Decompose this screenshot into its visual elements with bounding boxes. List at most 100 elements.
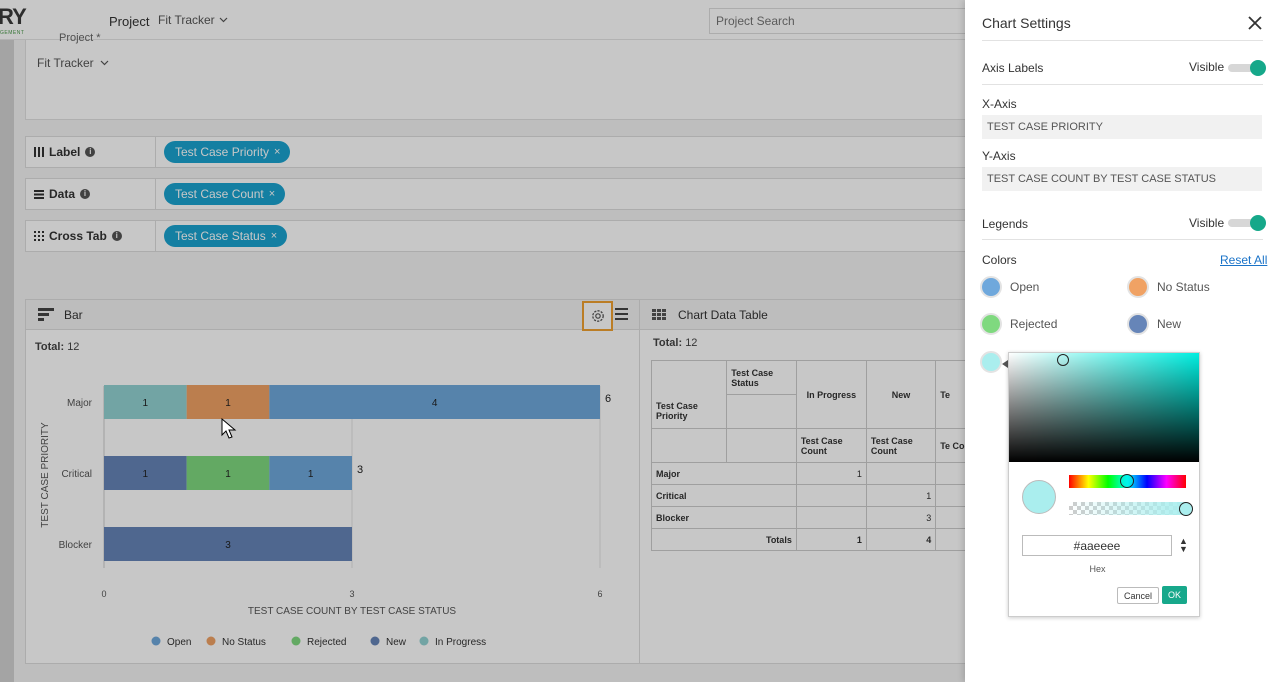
color-option-open[interactable]: Open (980, 276, 1039, 298)
modal-backdrop[interactable] (0, 0, 965, 682)
legends-title: Legends (982, 217, 1029, 231)
config-label-cell: Data i (26, 179, 156, 209)
color-swatch-active[interactable] (980, 351, 1002, 373)
divider (982, 40, 1263, 41)
column-header: In Progress (795, 360, 867, 429)
config-row-label: Label i Test Case Priority × (25, 136, 975, 168)
picker-ok-button[interactable]: OK (1162, 586, 1188, 604)
info-icon[interactable]: i (80, 189, 91, 199)
chevron-down-icon (100, 60, 109, 66)
subheader: Test Case Count (795, 428, 867, 463)
bar-chart-icon (38, 308, 54, 322)
chart-settings-button[interactable] (582, 301, 613, 331)
grid-dots-icon (34, 231, 44, 241)
chart-menu-icon[interactable] (615, 308, 628, 320)
bar-total-label: 6 (605, 393, 611, 405)
y-tick-label: Critical (61, 469, 92, 480)
top-bar: RY GEMENT Project Fit Tracker (0, 0, 1280, 40)
hue-slider-handle[interactable] (1120, 474, 1134, 488)
picker-pointer (1002, 360, 1008, 368)
y-axis-label: Y-Axis (982, 149, 1016, 163)
bar-segment (269, 385, 600, 419)
gear-icon (591, 310, 604, 322)
config-label-cell: Cross Tab i (26, 221, 156, 251)
axis-labels-toggle[interactable] (1228, 60, 1266, 76)
chart-panel-header: Bar (26, 300, 639, 331)
left-strip (0, 0, 14, 682)
config-row-data: Data i Test Case Count × (25, 178, 975, 210)
data-table-total: Total: 12 (653, 337, 698, 349)
axis-labels-visible-label: Visible (1189, 60, 1225, 74)
app-logo[interactable]: RY GEMENT (0, 4, 27, 36)
x-axis-input[interactable] (982, 115, 1262, 139)
color-option-new[interactable]: New (1127, 313, 1181, 335)
remove-chip-icon[interactable]: × (268, 188, 276, 200)
format-toggle-icon[interactable]: ▲ ▼ (1179, 536, 1188, 554)
filter-project-dropdown[interactable]: Fit Tracker (37, 56, 109, 70)
color-swatch[interactable] (980, 276, 1002, 298)
legend-label: New (386, 637, 407, 648)
color-picker-popover: ▲▼ Hex Cancel OK (1008, 352, 1200, 617)
drawer-title: Chart Settings (982, 15, 1071, 31)
bar-segment (104, 527, 352, 561)
legend-label: In Progress (435, 637, 486, 648)
bar-total-label: 3 (357, 464, 363, 476)
nav-project-label: Project (109, 14, 150, 29)
mouse-cursor-icon (221, 418, 237, 439)
y-axis-input[interactable] (982, 167, 1262, 191)
config-row-cross-tab: Cross Tab i Test Case Status × (25, 220, 975, 252)
legend-marker (370, 636, 380, 646)
saturation-value-area[interactable] (1009, 353, 1199, 462)
close-icon[interactable] (1248, 16, 1262, 30)
corner-status-header: Test Case Status (726, 360, 797, 395)
data-table-header: Chart Data Table (640, 300, 974, 330)
bar-segment (186, 456, 270, 490)
remove-chip-icon[interactable]: × (274, 146, 281, 158)
chip-test-case-priority[interactable]: Test Case Priority × (164, 141, 291, 163)
columns-icon (34, 147, 44, 157)
data-label: 1 (308, 469, 314, 480)
bar-segment (104, 385, 187, 419)
colors-title: Colors (982, 253, 1017, 267)
x-tick-label: 3 (349, 589, 354, 599)
color-swatch[interactable] (1127, 276, 1149, 298)
color-swatch[interactable] (980, 313, 1002, 335)
remove-chip-icon[interactable]: × (270, 230, 278, 242)
bar-chart-panel: Bar Total: 12 Major 1 1 4 6 Critical 1 1 1 3 Block… (25, 299, 640, 664)
x-axis-label: X-Axis (982, 97, 1017, 111)
reset-all-link[interactable]: Reset All (1220, 253, 1268, 267)
info-icon[interactable]: i (111, 231, 122, 241)
data-label: 4 (432, 398, 438, 409)
color-swatch[interactable] (1127, 313, 1149, 335)
y-tick-label: Blocker (59, 540, 93, 551)
x-tick-label: 0 (101, 589, 106, 599)
nav-project-dropdown[interactable]: Fit Tracker (158, 13, 228, 27)
x-tick-label: 6 (597, 589, 602, 599)
color-option-rejected[interactable]: Rejected (980, 313, 1057, 335)
bar-segment (269, 456, 352, 490)
legends-toggle[interactable] (1228, 215, 1266, 231)
alpha-slider-handle[interactable] (1179, 502, 1193, 516)
y-axis-label: TEST CASE PRIORITY (40, 422, 51, 528)
picker-cancel-button[interactable]: Cancel (1117, 587, 1160, 604)
chevron-down-icon (219, 17, 228, 23)
bar-chart: Major 1 1 4 6 Critical 1 1 1 3 Blocker 3 0 3 6 TEST CAS… (40, 385, 611, 648)
color-option-no-status[interactable]: No Status (1127, 276, 1210, 298)
hex-input[interactable] (1022, 535, 1172, 556)
data-label: 1 (225, 469, 231, 480)
legend-label: No Status (222, 637, 266, 648)
legend-label: Open (167, 637, 191, 648)
chip-test-case-count[interactable]: Test Case Count × (164, 183, 286, 205)
color-option-active[interactable] (980, 351, 1002, 373)
y-tick-label: Major (67, 398, 93, 409)
project-search-input[interactable] (709, 8, 969, 34)
legend-marker (291, 636, 301, 646)
divider (982, 84, 1263, 85)
chip-test-case-status[interactable]: Test Case Status × (164, 225, 288, 247)
alpha-slider[interactable] (1069, 502, 1186, 515)
divider (982, 239, 1263, 240)
chart-total: Total: 12 (35, 341, 80, 353)
info-icon[interactable]: i (85, 147, 96, 157)
chart-panel-title: Bar (64, 308, 83, 322)
saturation-handle[interactable] (1057, 354, 1069, 366)
